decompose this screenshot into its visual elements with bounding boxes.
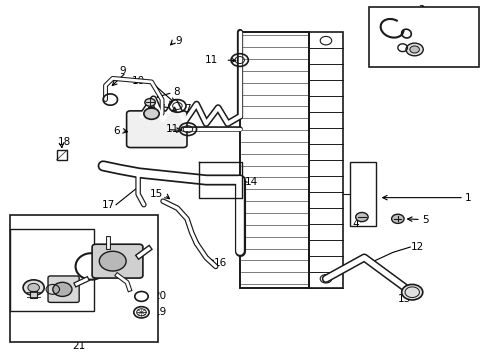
Text: 5: 5: [421, 215, 427, 225]
Text: 20: 20: [153, 292, 166, 301]
Text: 9: 9: [119, 66, 125, 76]
Text: 8: 8: [173, 87, 180, 97]
Bar: [10, 215, 158, 342]
Bar: [239, 32, 308, 288]
Bar: [349, 162, 376, 226]
FancyBboxPatch shape: [92, 244, 142, 278]
Circle shape: [405, 43, 423, 56]
Circle shape: [409, 46, 419, 53]
Circle shape: [53, 282, 72, 296]
Bar: [57, 150, 67, 160]
Circle shape: [320, 275, 331, 283]
FancyBboxPatch shape: [126, 111, 186, 148]
Bar: [368, 7, 478, 67]
Text: 15: 15: [149, 189, 163, 199]
Circle shape: [23, 280, 44, 295]
Bar: [10, 229, 93, 311]
Bar: [30, 291, 38, 298]
Circle shape: [144, 99, 155, 106]
Text: 16: 16: [213, 258, 226, 268]
Text: 1: 1: [464, 193, 470, 203]
Text: 11: 11: [204, 55, 218, 65]
Text: 22: 22: [110, 274, 123, 284]
Text: 6: 6: [113, 126, 120, 136]
Text: 4: 4: [352, 219, 359, 229]
Text: 21: 21: [72, 341, 85, 351]
FancyBboxPatch shape: [48, 276, 79, 302]
Text: 17: 17: [102, 200, 115, 210]
Circle shape: [355, 212, 367, 222]
Text: 11: 11: [165, 124, 178, 134]
Text: 18: 18: [58, 137, 71, 147]
Text: 9: 9: [175, 36, 181, 46]
Text: 2: 2: [418, 5, 424, 15]
Bar: [308, 32, 342, 288]
Text: 10: 10: [131, 76, 144, 86]
Text: 23: 23: [73, 294, 86, 304]
Circle shape: [391, 214, 403, 224]
Circle shape: [401, 284, 422, 300]
Text: 24: 24: [138, 226, 151, 236]
Circle shape: [99, 251, 126, 271]
Text: 3: 3: [369, 41, 376, 51]
Circle shape: [320, 36, 331, 45]
Circle shape: [143, 108, 159, 119]
Text: 12: 12: [410, 242, 424, 252]
Text: 19: 19: [153, 307, 166, 317]
Text: 13: 13: [397, 294, 410, 304]
Circle shape: [28, 283, 40, 292]
Text: 14: 14: [244, 177, 257, 187]
Text: 7: 7: [184, 104, 191, 114]
